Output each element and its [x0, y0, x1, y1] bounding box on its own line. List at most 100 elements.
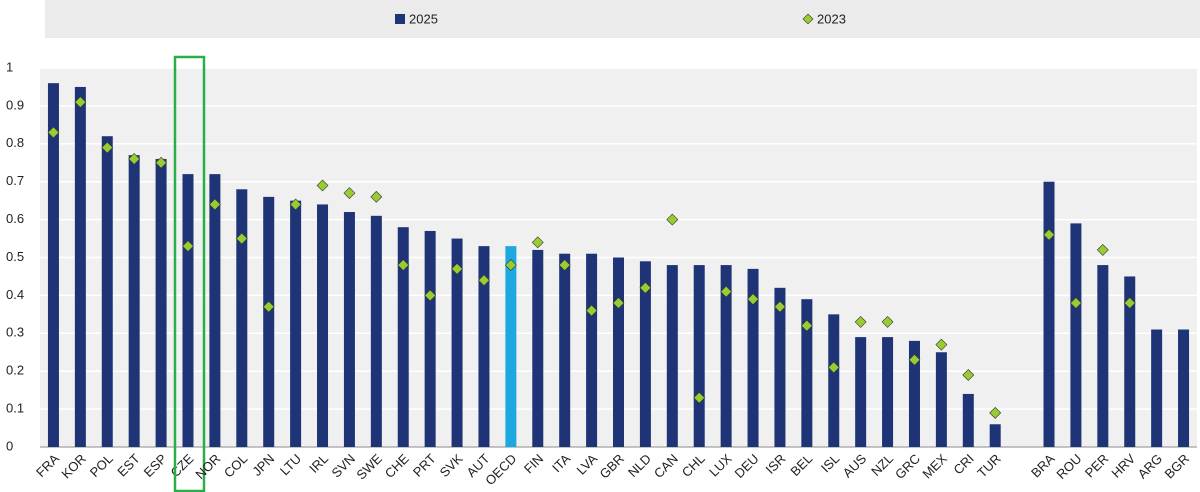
legend-label: 2025	[409, 11, 438, 26]
x-tick-label: LUX	[706, 451, 735, 480]
x-tick-label: HRV	[1108, 451, 1138, 481]
marker	[747, 293, 759, 306]
x-tick-label: GRC	[892, 451, 923, 482]
bar	[290, 200, 302, 447]
marker	[397, 259, 410, 272]
marker	[1069, 297, 1082, 309]
x-tick-label: OECD	[482, 451, 519, 488]
y-tick-label: 0.7	[6, 173, 24, 188]
bar	[828, 314, 840, 447]
bar	[1151, 329, 1163, 447]
marker	[1123, 297, 1136, 309]
bar	[720, 265, 732, 447]
marker	[289, 198, 302, 211]
x-tick-label: BRA	[1028, 451, 1058, 481]
x-tick-label: ESP	[141, 451, 170, 480]
bar	[962, 393, 974, 447]
bar	[747, 268, 759, 447]
y-tick-label: 0.3	[6, 325, 24, 340]
bar	[666, 265, 678, 447]
x-tick-label: SVN	[328, 451, 358, 481]
bar	[155, 158, 167, 447]
bar	[774, 287, 786, 447]
x-tick-label: CHL	[679, 451, 708, 480]
marker	[693, 391, 706, 404]
x-tick-label: NLD	[625, 451, 654, 480]
bar	[128, 155, 140, 448]
x-tick-label: ISL	[818, 451, 842, 475]
marker	[962, 369, 975, 381]
bar	[882, 337, 894, 447]
x-tick-label: CHE	[382, 451, 412, 481]
marker	[155, 156, 168, 169]
x-tick-label: JPN	[249, 451, 277, 479]
x-tick-label: SWE	[353, 451, 385, 483]
marker	[558, 259, 571, 272]
bar	[47, 83, 59, 447]
bar	[908, 340, 920, 447]
x-tick-label: CZE	[168, 451, 197, 480]
bar	[801, 299, 813, 447]
marker	[101, 141, 114, 154]
bar	[1124, 276, 1136, 447]
bar	[370, 215, 382, 447]
bar	[532, 249, 544, 447]
bar	[1178, 329, 1190, 447]
marker	[208, 198, 221, 211]
x-tick-label: NZL	[868, 451, 896, 479]
marker	[935, 338, 948, 351]
x-tick-label: FIN	[521, 451, 546, 476]
x-tick-label: ISR	[763, 451, 789, 477]
y-tick-label: 0.9	[6, 97, 24, 112]
legend-marker	[395, 14, 405, 24]
marker	[235, 232, 248, 245]
y-tick-label: 0	[6, 438, 13, 453]
marker	[424, 289, 437, 302]
marker	[666, 213, 679, 226]
x-tick-label: ROU	[1053, 451, 1084, 482]
bar	[317, 204, 329, 447]
bar	[613, 257, 624, 447]
bar	[505, 246, 517, 447]
legend-marker	[802, 13, 814, 25]
bar	[935, 352, 947, 447]
marker	[504, 259, 517, 272]
highlight-box	[173, 55, 206, 492]
bar	[343, 212, 355, 447]
y-tick-label: 0.4	[6, 287, 24, 302]
marker	[585, 304, 598, 317]
y-tick-label: 0.5	[6, 249, 24, 264]
marker	[639, 281, 652, 294]
bar	[855, 337, 867, 447]
x-tick-label: PRT	[410, 451, 439, 480]
marker	[854, 316, 867, 328]
marker	[370, 190, 383, 203]
marker	[478, 274, 490, 287]
marker	[316, 179, 329, 192]
legend-background	[45, 0, 1200, 38]
x-tick-label: KOR	[58, 451, 89, 482]
x-tick-label: MEX	[919, 451, 950, 482]
x-tick-label: PER	[1082, 451, 1112, 481]
x-tick-label: POL	[87, 451, 116, 480]
x-tick-label: NOR	[192, 451, 223, 482]
x-tick-label: GBR	[597, 451, 628, 482]
bar	[451, 238, 463, 447]
bar	[693, 265, 705, 447]
x-tick-label: LVA	[574, 451, 601, 478]
marker	[720, 285, 733, 298]
bar	[1097, 265, 1109, 447]
marker	[612, 297, 625, 309]
x-tick-label: FRA	[33, 451, 62, 480]
bar	[74, 86, 86, 447]
y-tick-label: 0.2	[6, 363, 24, 378]
x-tick-label: LTU	[277, 451, 304, 478]
marker	[343, 187, 356, 199]
marker	[989, 406, 1002, 419]
marker	[908, 353, 921, 366]
x-tick-label: DEU	[732, 451, 762, 481]
bar	[1043, 181, 1055, 447]
marker	[262, 300, 275, 313]
bar	[101, 136, 113, 447]
marker	[881, 316, 894, 328]
